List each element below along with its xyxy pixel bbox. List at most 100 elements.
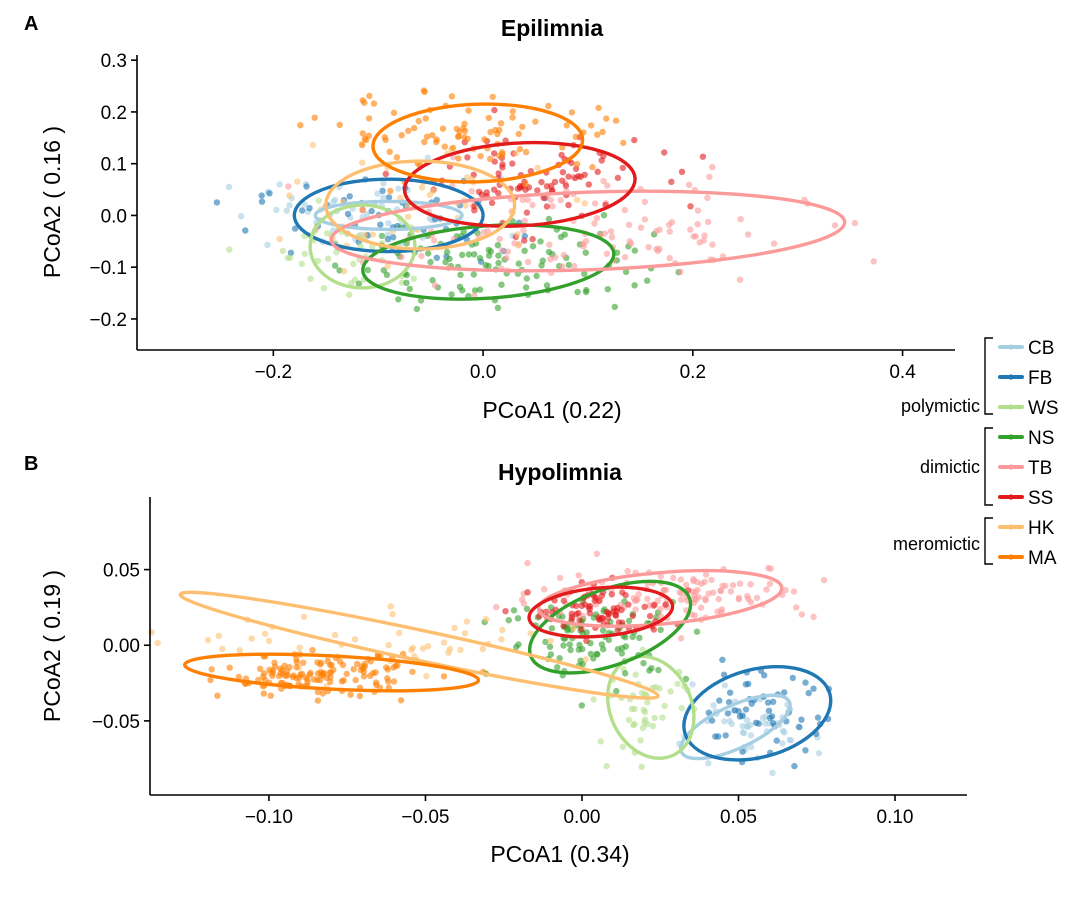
point-hk [300, 613, 308, 620]
point-hk [265, 637, 273, 645]
point-ma [360, 673, 368, 680]
point-tb [851, 219, 859, 227]
point-cb [747, 721, 754, 729]
panel-b-points [148, 550, 833, 777]
point-tb [637, 224, 645, 231]
point-ma [460, 125, 467, 132]
y-tick-label: 0.05 [103, 561, 140, 582]
point-ss [576, 617, 583, 624]
point-ws [619, 743, 626, 750]
panel-b-letter: B [24, 453, 38, 475]
point-cb [380, 180, 387, 187]
point-ns [505, 617, 512, 624]
point-tb [524, 196, 531, 203]
point-fb [725, 699, 733, 706]
point-tb [603, 250, 611, 257]
point-ma [366, 92, 373, 100]
point-ma [311, 114, 318, 121]
point-fb [814, 714, 822, 721]
point-fb [303, 183, 310, 190]
point-tb [704, 194, 711, 201]
point-ss [614, 174, 622, 182]
point-fb [346, 193, 353, 200]
point-ns [521, 247, 528, 254]
point-ma [359, 141, 366, 149]
point-tb [593, 550, 600, 557]
point-ns [693, 628, 701, 635]
point-tb [702, 595, 709, 602]
point-tb [718, 606, 726, 613]
point-ss [641, 603, 648, 610]
point-ns [582, 288, 590, 296]
point-ns [495, 259, 502, 267]
point-ma [359, 97, 366, 104]
point-tb [767, 565, 774, 572]
point-tb [670, 574, 677, 581]
point-cb [273, 206, 280, 214]
point-tb [696, 239, 703, 246]
point-ns [380, 267, 387, 274]
point-fb [299, 207, 306, 214]
point-ma [440, 673, 448, 680]
point-ma [363, 136, 370, 143]
point-ss [651, 602, 658, 609]
point-ss [543, 203, 551, 210]
point-ma [281, 662, 288, 669]
point-fb [789, 674, 796, 682]
point-ss [499, 164, 506, 171]
point-tb [431, 282, 439, 289]
point-hk [581, 200, 588, 207]
point-tb [621, 253, 629, 261]
point-ma [372, 679, 380, 686]
point-ns [495, 252, 502, 259]
point-tb [660, 586, 668, 594]
point-ma [497, 120, 505, 127]
point-fb [344, 210, 352, 218]
point-fb [377, 221, 384, 228]
point-ws [314, 257, 322, 265]
point-ns [378, 232, 386, 240]
y-tick-label: 0.3 [101, 51, 127, 72]
point-fb [765, 707, 773, 714]
point-tb [704, 218, 712, 226]
point-tb [810, 613, 817, 620]
point-tb [431, 237, 438, 244]
point-fb [724, 710, 732, 717]
point-hk [236, 647, 243, 654]
point-ma [297, 122, 304, 129]
point-fb [742, 706, 750, 713]
point-ws [307, 275, 314, 282]
ellipse-tb [329, 189, 847, 273]
point-ns [655, 666, 662, 674]
point-fb [770, 719, 777, 727]
point-cb [769, 769, 776, 777]
point-tb [666, 254, 673, 262]
point-ss [622, 592, 629, 599]
point-ma [568, 109, 576, 116]
point-cb [276, 181, 283, 188]
point-tb [520, 227, 527, 234]
point-tb [692, 233, 699, 240]
point-tb [683, 581, 690, 589]
legend-dot-ss [1008, 494, 1014, 500]
point-ss [678, 168, 686, 175]
point-ma [293, 658, 301, 666]
point-ma [318, 659, 325, 666]
point-ns [470, 271, 477, 278]
point-ma [316, 676, 324, 684]
legend: CB FB WS NS TB SS HK MA polymictic dimictic meromi… [893, 337, 1059, 569]
point-ns [539, 257, 546, 264]
point-ws [348, 280, 355, 287]
point-ns [514, 615, 522, 622]
point-ma [496, 126, 503, 134]
point-cb [710, 702, 717, 709]
x-tick-label: −0.05 [401, 807, 449, 828]
point-ss [471, 207, 478, 214]
point-fb [433, 254, 440, 261]
point-tb [697, 604, 705, 611]
point-ma [587, 122, 595, 129]
point-ns [425, 250, 432, 257]
panel-b-y-axis-label: PCoA2 ( 0.19 ) [39, 570, 65, 722]
point-tb [591, 200, 599, 207]
point-fb [390, 234, 397, 241]
